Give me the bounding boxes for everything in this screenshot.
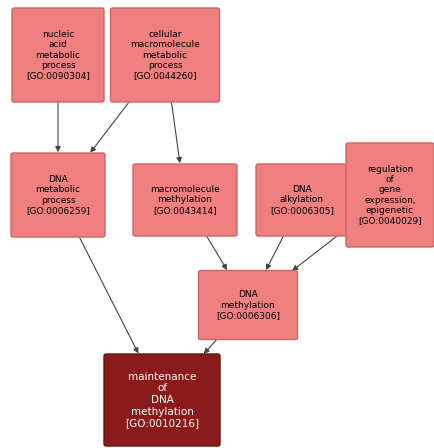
FancyBboxPatch shape (110, 8, 219, 102)
FancyBboxPatch shape (345, 143, 433, 247)
Text: regulation
of
gene
expression,
epigenetic
[GO:0040029]: regulation of gene expression, epigeneti… (357, 164, 421, 225)
Text: nucleic
acid
metabolic
process
[GO:0090304]: nucleic acid metabolic process [GO:00903… (26, 30, 90, 80)
Text: macromolecule
methylation
[GO:0043414]: macromolecule methylation [GO:0043414] (150, 185, 219, 215)
Text: maintenance
of
DNA
methylation
[GO:0010216]: maintenance of DNA methylation [GO:00102… (125, 372, 199, 428)
FancyBboxPatch shape (133, 164, 237, 236)
FancyBboxPatch shape (256, 164, 347, 236)
FancyBboxPatch shape (104, 354, 220, 446)
FancyBboxPatch shape (11, 153, 105, 237)
Text: DNA
metabolic
process
[GO:0006259]: DNA metabolic process [GO:0006259] (26, 175, 90, 215)
FancyBboxPatch shape (12, 8, 104, 102)
Text: DNA
methylation
[GO:0006306]: DNA methylation [GO:0006306] (216, 290, 279, 320)
Text: cellular
macromolecule
metabolic
process
[GO:0044260]: cellular macromolecule metabolic process… (130, 30, 199, 80)
Text: DNA
alkylation
[GO:0006305]: DNA alkylation [GO:0006305] (270, 185, 333, 215)
FancyBboxPatch shape (198, 271, 297, 340)
